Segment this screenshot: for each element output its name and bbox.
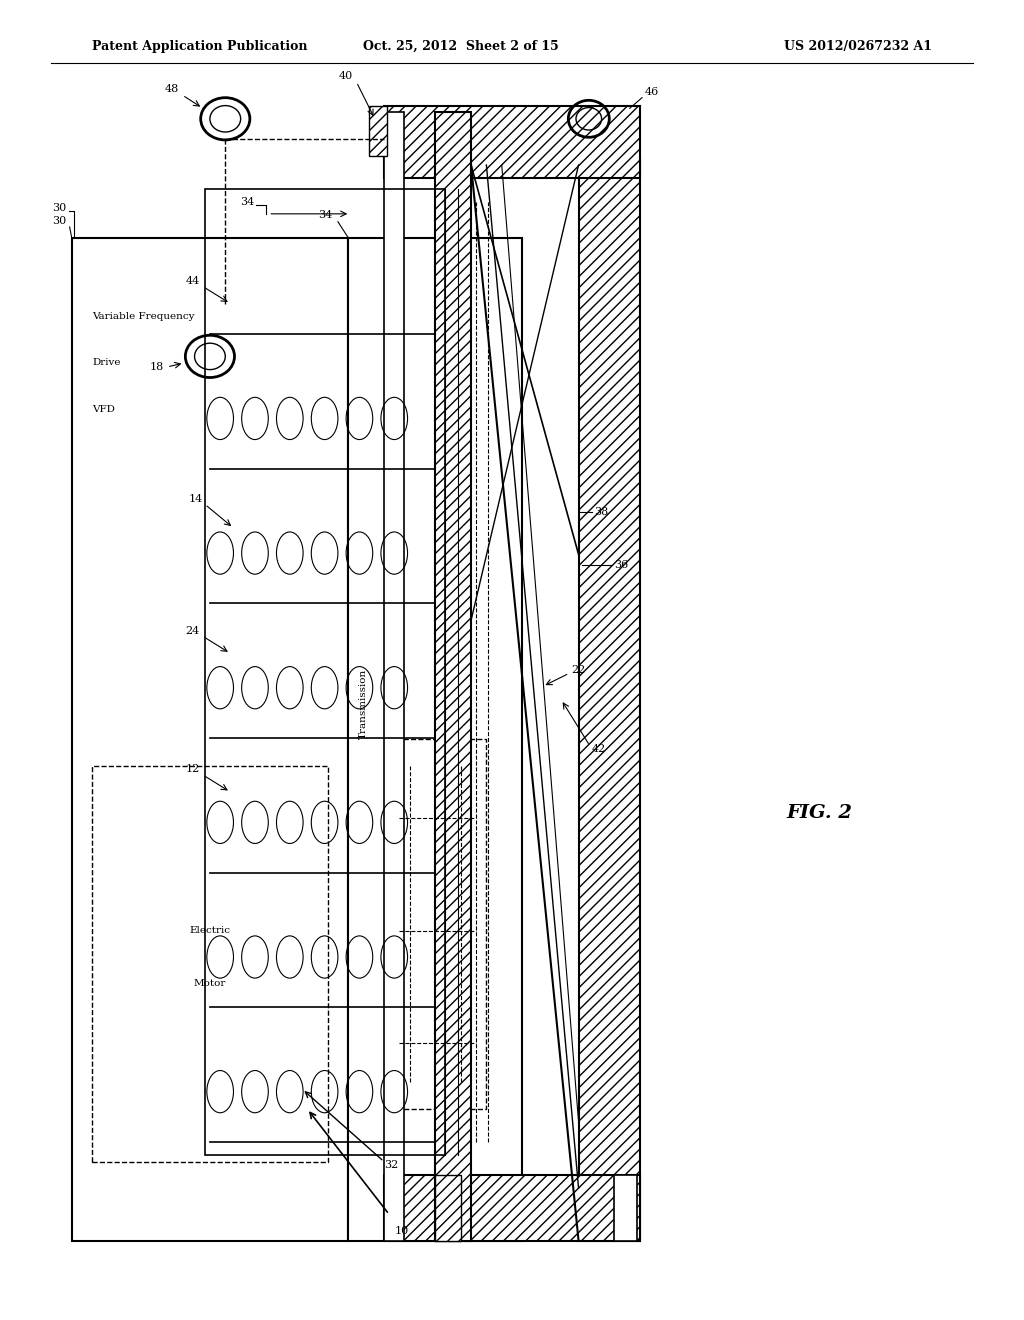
- Text: 10: 10: [394, 1226, 409, 1237]
- Text: 32: 32: [384, 1160, 398, 1171]
- Text: 36: 36: [614, 560, 629, 570]
- Text: Transmission: Transmission: [359, 669, 368, 739]
- Bar: [579, 158, 640, 1241]
- Bar: [614, 1175, 637, 1241]
- Bar: [92, 766, 328, 1162]
- Text: 48: 48: [165, 84, 179, 95]
- Bar: [369, 106, 387, 156]
- Text: 24: 24: [185, 626, 200, 636]
- Text: US 2012/0267232 A1: US 2012/0267232 A1: [783, 40, 932, 53]
- Text: Oct. 25, 2012  Sheet 2 of 15: Oct. 25, 2012 Sheet 2 of 15: [362, 40, 559, 53]
- Text: 30: 30: [52, 203, 67, 214]
- Text: 18: 18: [150, 362, 164, 372]
- Bar: [435, 112, 471, 1241]
- Text: Motor: Motor: [194, 979, 226, 987]
- Bar: [384, 112, 404, 1241]
- Text: Drive: Drive: [92, 359, 121, 367]
- Bar: [72, 238, 348, 1241]
- Text: 30: 30: [52, 216, 67, 227]
- Bar: [435, 1175, 461, 1241]
- Bar: [384, 106, 640, 178]
- Text: Patent Application Publication: Patent Application Publication: [92, 40, 307, 53]
- Text: 46: 46: [645, 87, 659, 98]
- Text: 44: 44: [185, 276, 200, 286]
- Text: Variable Frequency: Variable Frequency: [92, 313, 195, 321]
- Text: 22: 22: [571, 665, 586, 676]
- Bar: [389, 739, 486, 1109]
- Bar: [348, 238, 522, 1241]
- Text: 40: 40: [339, 71, 353, 82]
- Text: 34: 34: [240, 197, 254, 207]
- Text: 38: 38: [594, 507, 608, 517]
- Text: Electric: Electric: [189, 927, 230, 935]
- Text: VFD: VFD: [92, 405, 115, 413]
- Text: 42: 42: [592, 744, 606, 755]
- Bar: [205, 189, 445, 1155]
- Text: 34: 34: [318, 210, 333, 220]
- Text: FIG. 2: FIG. 2: [786, 804, 852, 822]
- Bar: [384, 1175, 640, 1241]
- Text: 14: 14: [188, 494, 203, 504]
- Text: 12: 12: [185, 764, 200, 775]
